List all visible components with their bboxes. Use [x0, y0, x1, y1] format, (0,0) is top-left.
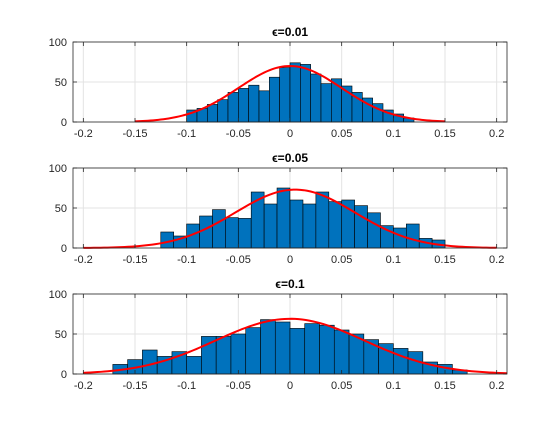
x-tick-label: 0 [287, 254, 293, 266]
x-tick-label: -0.2 [74, 380, 93, 392]
histogram-bar [333, 329, 350, 375]
x-tick-label: 0.2 [489, 380, 504, 392]
histogram-bar [302, 203, 317, 249]
subplot-3: -0.2 -0.15 -0.1 -0.05 0 0.05 0.1 0.15 0.2 0 50 100 ϵ… [49, 277, 508, 392]
histogram-bar [310, 73, 322, 123]
histogram-bar [289, 199, 304, 249]
histogram-bar [215, 336, 232, 375]
x-tick-label: -0.1 [177, 380, 196, 392]
histogram-bar [304, 323, 320, 375]
y-tick-label: 50 [55, 77, 67, 89]
y-tick-label: 0 [61, 117, 67, 129]
fit-curve [134, 64, 446, 123]
subplot-title: ϵ=0.01 [272, 25, 308, 39]
y-tick-label: 100 [49, 37, 67, 49]
y-tick-label: 0 [61, 369, 67, 381]
histogram-bar [320, 83, 332, 123]
x-tick-label: -0.15 [122, 380, 147, 392]
x-tick-label: 0.2 [489, 254, 504, 266]
x-tick-label: -0.05 [226, 380, 251, 392]
x-tick-label: 0 [287, 380, 293, 392]
histogram-bar [225, 217, 239, 249]
histogram-bar [230, 333, 247, 375]
x-tick-label: -0.1 [177, 254, 196, 266]
x-tick-label: -0.1 [177, 128, 196, 140]
y-tick-label: 50 [55, 203, 67, 215]
histogram-bar [406, 223, 420, 249]
histogram-bar [354, 205, 368, 249]
subplot-2: -0.2 -0.15 -0.1 -0.05 0 0.05 0.1 0.15 0.2 0 50 100 ϵ… [49, 151, 508, 266]
y-tick-label: 100 [49, 163, 67, 175]
histogram-bar [258, 90, 270, 123]
histogram-bar [238, 88, 249, 123]
x-tick-label: 0 [287, 128, 293, 140]
y-tick-label: 50 [55, 329, 67, 341]
histogram-bar [269, 76, 280, 123]
histogram-bar [274, 321, 291, 375]
x-tick-label: -0.2 [74, 254, 93, 266]
histogram-bar [319, 324, 335, 375]
x-tick-label: -0.05 [226, 254, 251, 266]
x-tick-label: 0.05 [331, 380, 352, 392]
histogram-bar [300, 64, 311, 123]
x-tick-label: 0.2 [489, 128, 504, 140]
x-tick-label: -0.15 [122, 254, 147, 266]
histogram-bar [392, 348, 409, 375]
histogram-bar [237, 218, 252, 249]
histogram-bar [212, 209, 226, 249]
y-tick-label: 100 [49, 289, 67, 301]
histogram-bar [263, 203, 278, 249]
x-tick-label: 0.1 [386, 380, 401, 392]
x-tick-label: 0.15 [434, 380, 455, 392]
subplot-title: ϵ=0.05 [272, 151, 308, 165]
histogram-bar [276, 187, 291, 249]
histogram-bar [186, 356, 202, 375]
histogram-bar [289, 62, 301, 123]
histogram-bar [289, 328, 306, 375]
histogram-bar [367, 212, 381, 249]
y-tick-label: 0 [61, 243, 67, 255]
histogram-bar [217, 99, 229, 123]
histogram-bar [260, 319, 276, 375]
histogram-bar [279, 67, 291, 123]
histogram-bar [363, 339, 379, 375]
histogram-bar [199, 215, 213, 249]
subplot-title: ϵ=0.1 [275, 277, 305, 291]
subplot-1: -0.2 -0.15 -0.1 -0.05 0 0.05 0.1 0.15 0.2 0 50 100 ϵ… [49, 25, 508, 140]
fit-curve [83, 188, 497, 249]
histogram-bar [341, 199, 355, 249]
x-tick-label: 0.05 [331, 128, 352, 140]
fit-curve [83, 317, 508, 375]
x-tick-label: -0.15 [122, 128, 147, 140]
x-tick-label: 0.1 [386, 128, 401, 140]
histogram-bar [248, 84, 260, 123]
histogram-bar [315, 191, 330, 249]
histogram-bar [142, 349, 158, 375]
x-tick-label: -0.2 [74, 128, 93, 140]
x-tick-label: 0.05 [331, 254, 352, 266]
histogram-bar [393, 227, 407, 249]
x-tick-label: 0.1 [386, 254, 401, 266]
histogram-bar [245, 327, 261, 375]
histogram-bar [227, 92, 239, 123]
histogram-bar [207, 104, 218, 123]
histogram-bar [328, 201, 343, 249]
x-tick-label: 0.15 [434, 254, 455, 266]
x-tick-label: 0.15 [434, 128, 455, 140]
x-tick-label: -0.05 [226, 128, 251, 140]
